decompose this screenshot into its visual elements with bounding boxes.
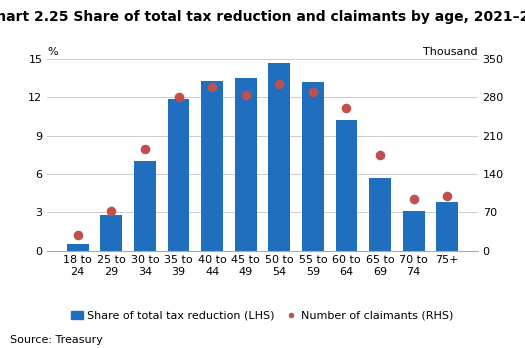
Point	[443, 193, 452, 199]
Text: Thousand: Thousand	[423, 47, 478, 57]
Bar	[167, 99, 190, 251]
Text: Source: Treasury: Source: Treasury	[10, 334, 103, 345]
Bar	[235, 78, 257, 251]
Point	[342, 105, 351, 111]
Bar	[67, 244, 89, 251]
Text: %: %	[47, 47, 58, 57]
Bar	[100, 215, 122, 251]
Point	[141, 147, 149, 152]
Point	[242, 92, 250, 97]
Text: Chart 2.25 Share of total tax reduction and claimants by age, 2021–22: Chart 2.25 Share of total tax reduction …	[0, 10, 525, 24]
Point	[74, 232, 82, 238]
Bar	[302, 82, 324, 251]
Bar	[403, 211, 425, 251]
Bar	[201, 81, 223, 251]
Point	[410, 196, 418, 201]
Point	[309, 89, 317, 95]
Bar	[134, 161, 156, 251]
Point	[208, 84, 216, 89]
Legend: Share of total tax reduction (LHS), Number of claimants (RHS): Share of total tax reduction (LHS), Numb…	[67, 307, 458, 325]
Bar	[268, 63, 290, 251]
Point	[174, 95, 183, 100]
Bar	[436, 202, 458, 251]
Bar	[369, 178, 391, 251]
Point	[275, 81, 284, 87]
Point	[107, 208, 116, 214]
Bar	[335, 120, 358, 251]
Point	[376, 152, 384, 158]
